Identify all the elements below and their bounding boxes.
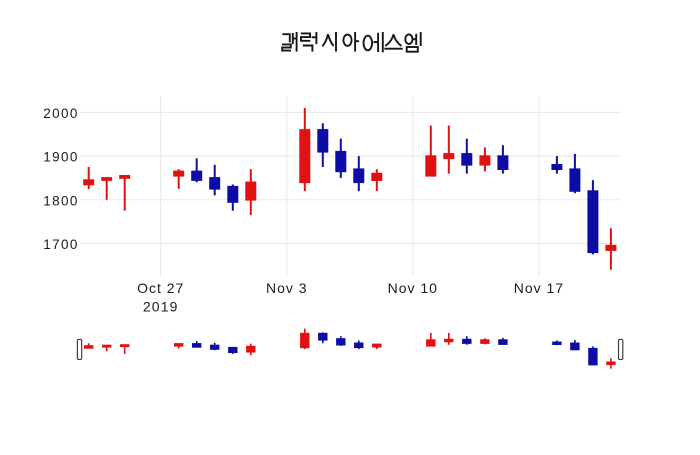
- svg-text:1900: 1900: [43, 150, 78, 165]
- svg-text:Nov 17: Nov 17: [514, 280, 564, 296]
- svg-text:2000: 2000: [43, 106, 78, 121]
- svg-text:1800: 1800: [43, 193, 78, 208]
- svg-text:Nov 10: Nov 10: [388, 280, 438, 296]
- svg-text:Nov 3: Nov 3: [266, 280, 308, 296]
- svg-text:2019: 2019: [143, 299, 179, 315]
- svg-text:Oct 27: Oct 27: [137, 280, 184, 296]
- svg-text:1700: 1700: [43, 237, 78, 252]
